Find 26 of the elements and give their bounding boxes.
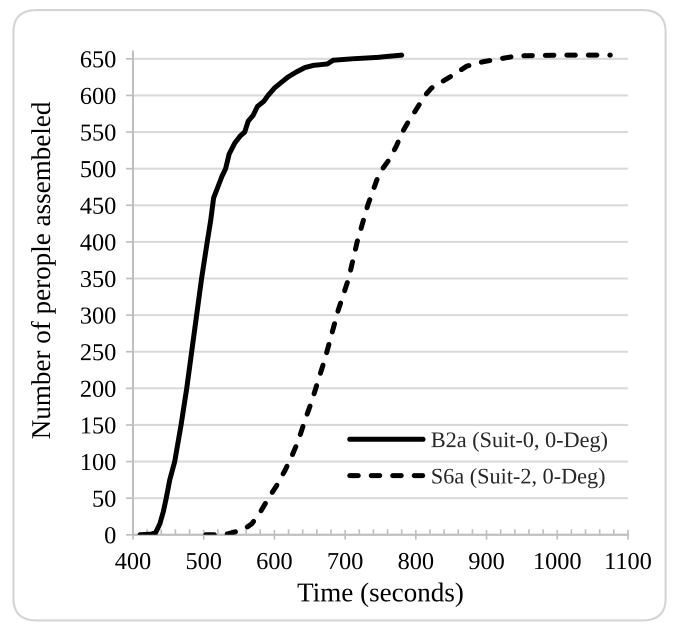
y-tick-label: 350 — [81, 270, 116, 288]
y-tick-label: 500 — [81, 160, 116, 178]
x-tick-label: 1100 — [606, 552, 651, 570]
y-tick-label: 150 — [82, 417, 116, 434]
x-axis-title: Time (seconds) — [298, 582, 463, 608]
y-tick-label: 0 — [105, 527, 116, 544]
y-tick-label: 200 — [80, 380, 116, 398]
legend-label: B2a (Suit-0, 0-Deg) — [431, 432, 607, 452]
x-tick-label: 900 — [469, 552, 504, 570]
y-axis-title: Number of perople assembeled — [30, 102, 56, 438]
y-tick-label: 450 — [80, 198, 116, 214]
x-tick-label: 800 — [398, 552, 434, 570]
y-tick-label: 300 — [81, 307, 116, 324]
x-tick-label: 600 — [257, 552, 292, 570]
y-tick-label: 400 — [80, 234, 116, 251]
x-tick-label: 1000 — [535, 552, 581, 570]
x-tick-label: 400 — [115, 552, 150, 570]
y-tick-label: 100 — [82, 454, 116, 470]
x-tick-label: 700 — [328, 552, 362, 570]
y-tick-label: 600 — [80, 88, 116, 104]
y-tick-label: 550 — [81, 124, 116, 141]
y-tick-label: 250 — [80, 344, 116, 360]
y-tick-label: 650 — [80, 51, 116, 68]
y-tick-label: 50 — [93, 490, 116, 507]
legend-label: S6a (Suit-2, 0-Deg) — [432, 468, 605, 488]
x-tick-label: 500 — [186, 552, 221, 570]
